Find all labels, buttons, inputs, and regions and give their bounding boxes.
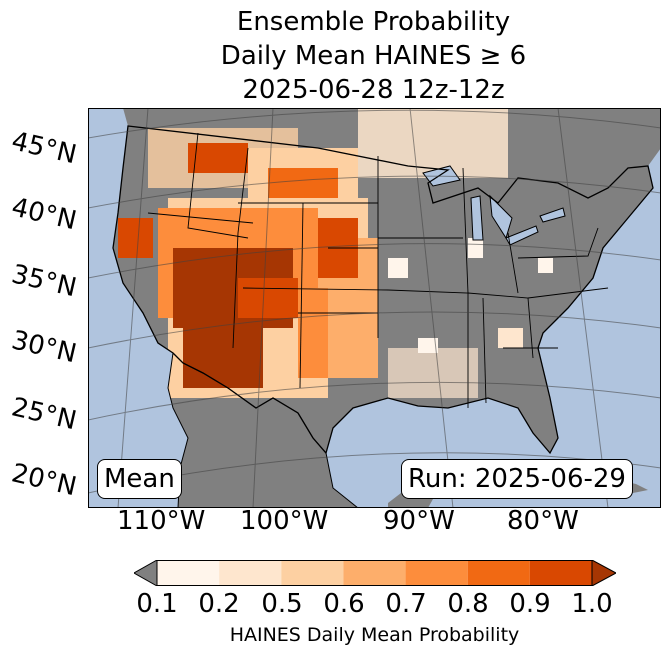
- colorbar-tick: 0.1: [136, 589, 178, 619]
- lon-label-110w: 110°W: [117, 506, 206, 536]
- colorbar-segment: [405, 560, 468, 586]
- colorbar-tick: 0.9: [509, 589, 551, 619]
- colorbar-segment: [157, 560, 220, 586]
- colorbar-segment: [529, 560, 592, 586]
- state-borders: [147, 132, 609, 408]
- colorbar-tick: 0.7: [385, 589, 427, 619]
- colorbar-segment: [281, 560, 344, 586]
- map-title-line2: Daily Mean HAINES ≥ 6: [220, 41, 527, 71]
- colorbar-label: HAINES Daily Mean Probability: [229, 624, 520, 646]
- probability-map: [88, 108, 661, 508]
- colorbar: [134, 560, 616, 586]
- lake-michigan: [470, 195, 484, 241]
- lat-label-35n: 35°N: [8, 259, 80, 304]
- lat-label-30n: 30°N: [8, 325, 80, 370]
- colorbar-tick: 0.5: [261, 589, 303, 619]
- lake-ontario: [539, 207, 566, 223]
- map-title-line3: 2025-06-28 12z-12z: [242, 75, 505, 105]
- colorbar-segment: [343, 560, 406, 586]
- map-frame: [88, 108, 661, 508]
- colorbar-tick: 0.8: [447, 589, 489, 619]
- lake-erie: [505, 225, 539, 246]
- map-title-line1: Ensemble Probability: [236, 7, 511, 37]
- lat-label-40n: 40°N: [8, 192, 80, 237]
- colorbar-tick: 1.0: [571, 589, 613, 619]
- lon-label-100w: 100°W: [240, 506, 329, 536]
- stat-label-box: Mean: [97, 459, 182, 499]
- colorbar-tick: 0.6: [323, 589, 365, 619]
- colorbar-tick: 0.2: [198, 589, 240, 619]
- colorbar-segment: [219, 560, 282, 586]
- colorbar-under-arrow: [134, 560, 158, 586]
- colorbar-segment: [467, 560, 530, 586]
- lat-label-25n: 25°N: [8, 392, 80, 437]
- lon-label-80w: 80°W: [507, 506, 579, 536]
- colorbar-frame: [156, 560, 593, 586]
- lat-label-45n: 45°N: [8, 126, 80, 171]
- colorbar-over-arrow: [591, 560, 616, 586]
- run-label-box: Run: 2025-06-29: [401, 459, 633, 499]
- lon-label-90w: 90°W: [383, 506, 455, 536]
- lat-label-20n: 20°N: [8, 458, 80, 503]
